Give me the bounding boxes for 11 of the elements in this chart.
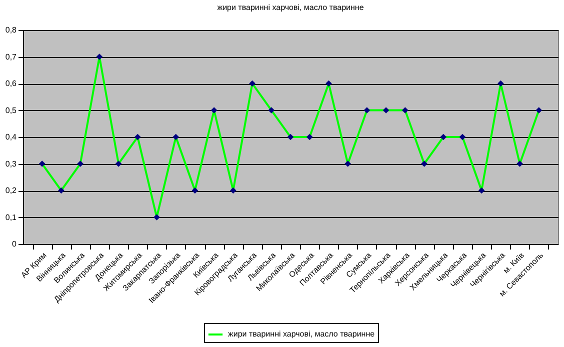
y-tick-label: 0,7 (5, 52, 18, 62)
y-tick-label: 0,8 (5, 26, 18, 34)
y-tick-label: 0 (12, 240, 18, 248)
y-tick-label: 0,6 (5, 79, 18, 88)
y-tick-label: 0,5 (5, 106, 18, 115)
y-tick-label: 0,4 (5, 132, 18, 142)
y-tick-label: 0,2 (5, 186, 18, 195)
y-tick-label: 0,1 (5, 212, 18, 222)
y-tick-label: 0,3 (5, 159, 18, 168)
legend-label: жири тваринні харчові, масло тваринне (228, 330, 376, 338)
chart-title: жири тваринні харчові, масло тваринне (217, 3, 364, 12)
